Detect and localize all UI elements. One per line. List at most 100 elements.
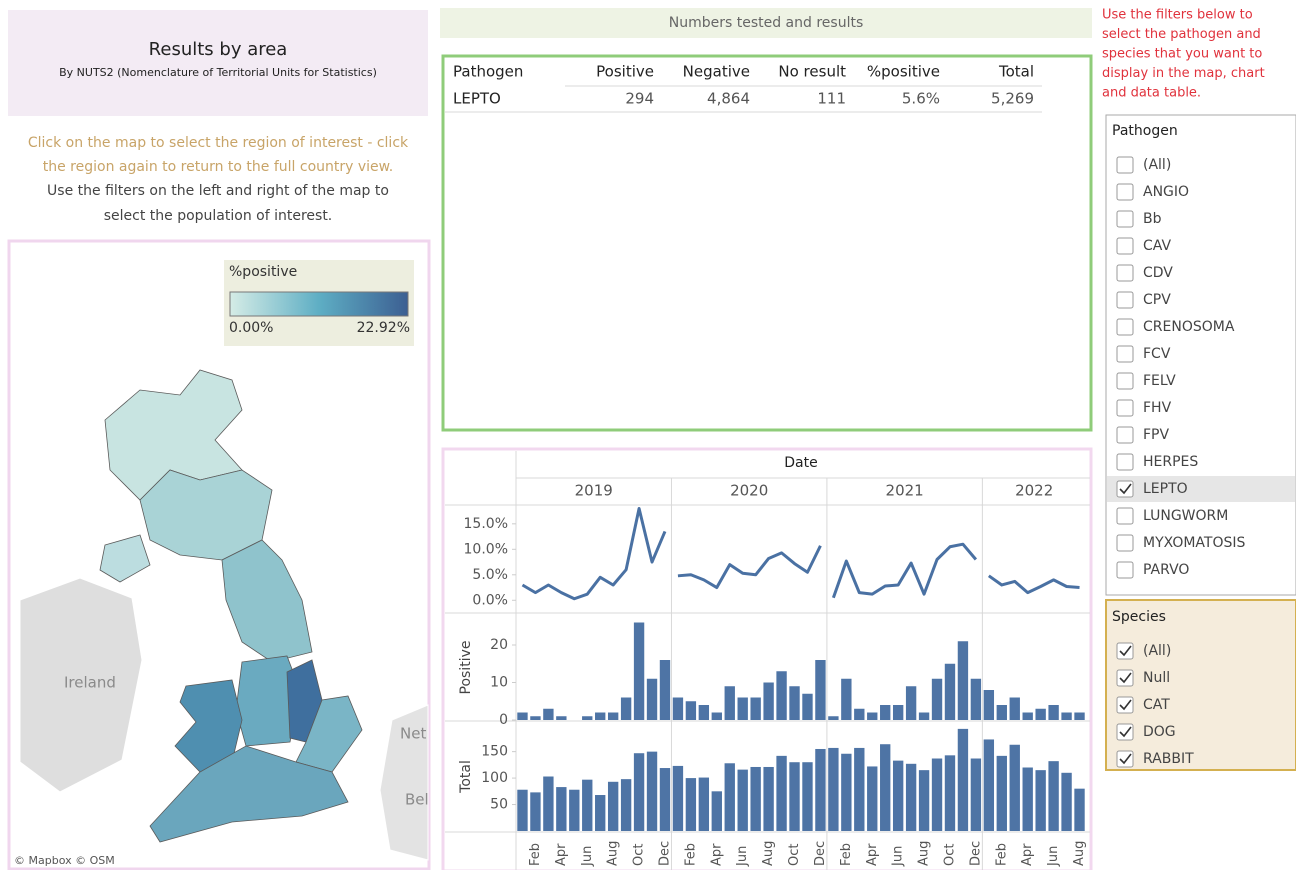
- filter-item[interactable]: (All): [1143, 643, 1171, 659]
- checkbox[interactable]: [1116, 642, 1134, 660]
- table-frame: [441, 54, 1093, 432]
- x-tick-label: Aug: [1072, 841, 1087, 866]
- x-tick-label: Jun: [1046, 846, 1061, 867]
- bar: [1074, 712, 1085, 720]
- filter-note: Use the filters below to: [1102, 8, 1253, 23]
- checkbox[interactable]: [1116, 183, 1134, 201]
- table-cell: 5.6%: [902, 90, 940, 108]
- filter-item[interactable]: (All): [1143, 157, 1171, 173]
- filter-item[interactable]: CAV: [1143, 238, 1171, 254]
- filter-item[interactable]: LEPTO: [1143, 481, 1188, 497]
- checkbox[interactable]: [1116, 696, 1134, 714]
- legend-gradient: [229, 291, 409, 317]
- y-tick-label: 150: [481, 744, 508, 760]
- filter-item[interactable]: MYXOMATOSIS: [1143, 535, 1246, 551]
- region[interactable]: [139, 469, 273, 561]
- filter-item[interactable]: CDV: [1143, 265, 1173, 281]
- x-tick-label: Feb: [994, 843, 1009, 866]
- bar: [944, 755, 956, 831]
- bar: [1048, 761, 1059, 831]
- checkbox[interactable]: [1116, 318, 1134, 336]
- filter-item[interactable]: RABBIT: [1143, 751, 1194, 767]
- bar: [1035, 770, 1046, 831]
- bar: [931, 758, 943, 831]
- bar: [737, 697, 748, 720]
- map[interactable]: [19, 369, 429, 861]
- checkbox[interactable]: [1116, 237, 1134, 255]
- checkbox[interactable]: [1116, 210, 1134, 228]
- europe-shape: [379, 704, 429, 861]
- x-tick-label: Apr: [709, 843, 724, 866]
- y-tick-label: 15.0%: [464, 516, 508, 532]
- y-tick-label: 100: [481, 770, 508, 786]
- filter-item[interactable]: ANGIO: [1143, 184, 1189, 200]
- filter-item[interactable]: CAT: [1143, 697, 1170, 713]
- x-tick-label: Dec: [968, 841, 983, 866]
- species-filter: [1105, 599, 1296, 771]
- bar: [957, 641, 969, 720]
- table-title: Numbers tested and results: [669, 15, 864, 31]
- bar: [854, 747, 865, 831]
- checkbox[interactable]: [1116, 426, 1134, 444]
- filter-note: select the pathogen and: [1102, 27, 1261, 42]
- bar: [996, 705, 1007, 720]
- checkbox[interactable]: [1116, 723, 1134, 741]
- bar: [854, 708, 865, 720]
- checkbox[interactable]: [1116, 534, 1134, 552]
- checkbox[interactable]: [1116, 264, 1134, 282]
- checkbox[interactable]: [1116, 561, 1134, 579]
- y-axis-title: Positive: [458, 641, 474, 695]
- region[interactable]: [99, 534, 151, 583]
- x-tick-label: Feb: [683, 843, 698, 866]
- bar: [750, 697, 761, 720]
- bar: [633, 753, 645, 831]
- bar: [517, 789, 528, 831]
- bar: [569, 789, 580, 831]
- checkbox[interactable]: [1116, 345, 1134, 363]
- checkbox[interactable]: [1116, 156, 1134, 174]
- checkbox[interactable]: [1116, 669, 1134, 687]
- instruction: Use the filters on the left and right of…: [47, 183, 389, 199]
- checkbox[interactable]: [1116, 453, 1134, 471]
- year-label: 2021: [886, 482, 924, 500]
- filter-item[interactable]: PARVO: [1143, 562, 1189, 578]
- checkbox[interactable]: [1116, 291, 1134, 309]
- region[interactable]: [221, 539, 313, 663]
- checkbox[interactable]: [1116, 507, 1134, 525]
- bar: [1074, 788, 1085, 831]
- bar: [931, 678, 943, 720]
- bar: [789, 686, 800, 720]
- bar: [724, 763, 735, 831]
- bar: [841, 753, 852, 831]
- checkbox[interactable]: [1116, 750, 1134, 768]
- y-tick-label: 10: [490, 675, 508, 691]
- line: [831, 542, 978, 599]
- filter-item[interactable]: Bb: [1143, 211, 1162, 227]
- filter-item[interactable]: HERPES: [1143, 454, 1198, 470]
- filter-item[interactable]: FPV: [1143, 427, 1169, 443]
- filter-item[interactable]: Null: [1143, 670, 1170, 686]
- x-tick-label: Dec: [657, 841, 672, 866]
- filter-item[interactable]: FCV: [1143, 346, 1171, 362]
- bar: [802, 762, 813, 831]
- filter-item[interactable]: CRENOSOMA: [1143, 319, 1235, 335]
- checkbox[interactable]: [1116, 372, 1134, 390]
- bar: [867, 712, 878, 720]
- checkbox[interactable]: [1116, 399, 1134, 417]
- bar: [1009, 744, 1020, 831]
- region[interactable]: [149, 745, 349, 843]
- x-tick-label: Apr: [1020, 843, 1035, 866]
- x-tick-label: Apr: [554, 843, 569, 866]
- bar: [789, 762, 800, 831]
- table-cell: 5,269: [991, 90, 1034, 108]
- checkbox[interactable]: [1116, 480, 1134, 498]
- column-header: Pathogen: [453, 63, 523, 81]
- filter-item[interactable]: DOG: [1143, 724, 1176, 740]
- filter-item[interactable]: LUNGWORM: [1143, 508, 1228, 524]
- bar: [892, 705, 904, 720]
- filter-item[interactable]: FELV: [1143, 373, 1176, 389]
- filter-item[interactable]: FHV: [1143, 400, 1172, 416]
- bar: [543, 708, 554, 720]
- bar: [672, 765, 684, 831]
- filter-item[interactable]: CPV: [1143, 292, 1171, 308]
